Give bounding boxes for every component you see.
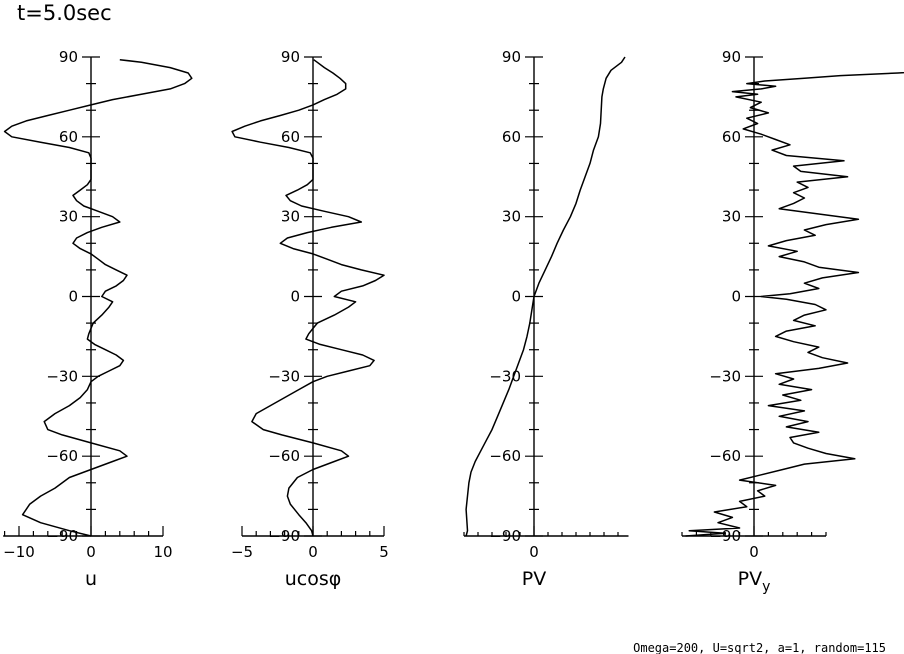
y-tick-label-pvy: 0 xyxy=(731,288,741,306)
x-axis-label-pvy: PVy xyxy=(738,568,771,595)
x-tick-label-pvy: 0 xyxy=(749,543,759,561)
figure-title: t=5.0sec xyxy=(17,1,112,25)
series-line-ucos xyxy=(231,59,385,537)
x-tick-label-u: 10 xyxy=(153,543,172,561)
y-tick-label-pvy: 90 xyxy=(722,48,741,66)
y-tick-label-ucos: −60 xyxy=(268,447,300,465)
y-tick-label-ucos: 60 xyxy=(281,128,300,146)
y-tick-label-u: −30 xyxy=(46,367,78,385)
y-tick-label-ucos: 30 xyxy=(281,208,300,226)
y-tick-label-pv: 30 xyxy=(502,208,521,226)
y-tick-label-pv: 60 xyxy=(502,128,521,146)
y-tick-label-pv: −90 xyxy=(489,527,521,545)
y-tick-label-pvy: 30 xyxy=(722,208,741,226)
x-axis-label-u: u xyxy=(85,568,97,590)
series-line-u xyxy=(3,58,193,537)
y-tick-label-u: −60 xyxy=(46,447,78,465)
y-tick-label-pvy: −30 xyxy=(709,367,741,385)
y-tick-label-pv: −60 xyxy=(489,447,521,465)
series-line-pvy xyxy=(685,71,904,537)
x-tick-label-ucos: 0 xyxy=(308,543,318,561)
panel-pv: 90 60 30 0 −30 −60 −90 0 PV xyxy=(463,48,629,590)
x-axis-label-ucos: ucosφ xyxy=(285,568,342,590)
y-tick-label-u: 90 xyxy=(59,48,78,66)
x-axis-label-subscript: y xyxy=(762,579,770,595)
y-tick-label-ucos: −30 xyxy=(268,367,300,385)
series-line-pv xyxy=(465,56,626,537)
y-tick-label-pv: −30 xyxy=(489,367,521,385)
y-tick-label-u: 60 xyxy=(59,128,78,146)
x-axis-label-pv: PV xyxy=(522,568,546,590)
x-tick-label-pv: 0 xyxy=(529,543,539,561)
x-tick-label-u: 0 xyxy=(86,543,96,561)
footnote: Omega=200, U=sqrt2, a=1, random=115 xyxy=(633,641,886,654)
y-tick-label-u: 30 xyxy=(59,208,78,226)
y-tick-label-pv: 0 xyxy=(511,288,521,306)
y-tick-label-u: 0 xyxy=(68,288,78,306)
y-tick-label-pvy: 60 xyxy=(722,128,741,146)
x-tick-label-ucos: 5 xyxy=(379,543,389,561)
y-tick-label-ucos: 90 xyxy=(281,48,300,66)
y-tick-label-ucos: 0 xyxy=(290,288,300,306)
x-tick-label-u: −10 xyxy=(3,543,35,561)
y-tick-label-pvy: −60 xyxy=(709,447,741,465)
y-tick-label-pv: 90 xyxy=(502,48,521,66)
x-tick-label-ucos: −5 xyxy=(231,543,253,561)
